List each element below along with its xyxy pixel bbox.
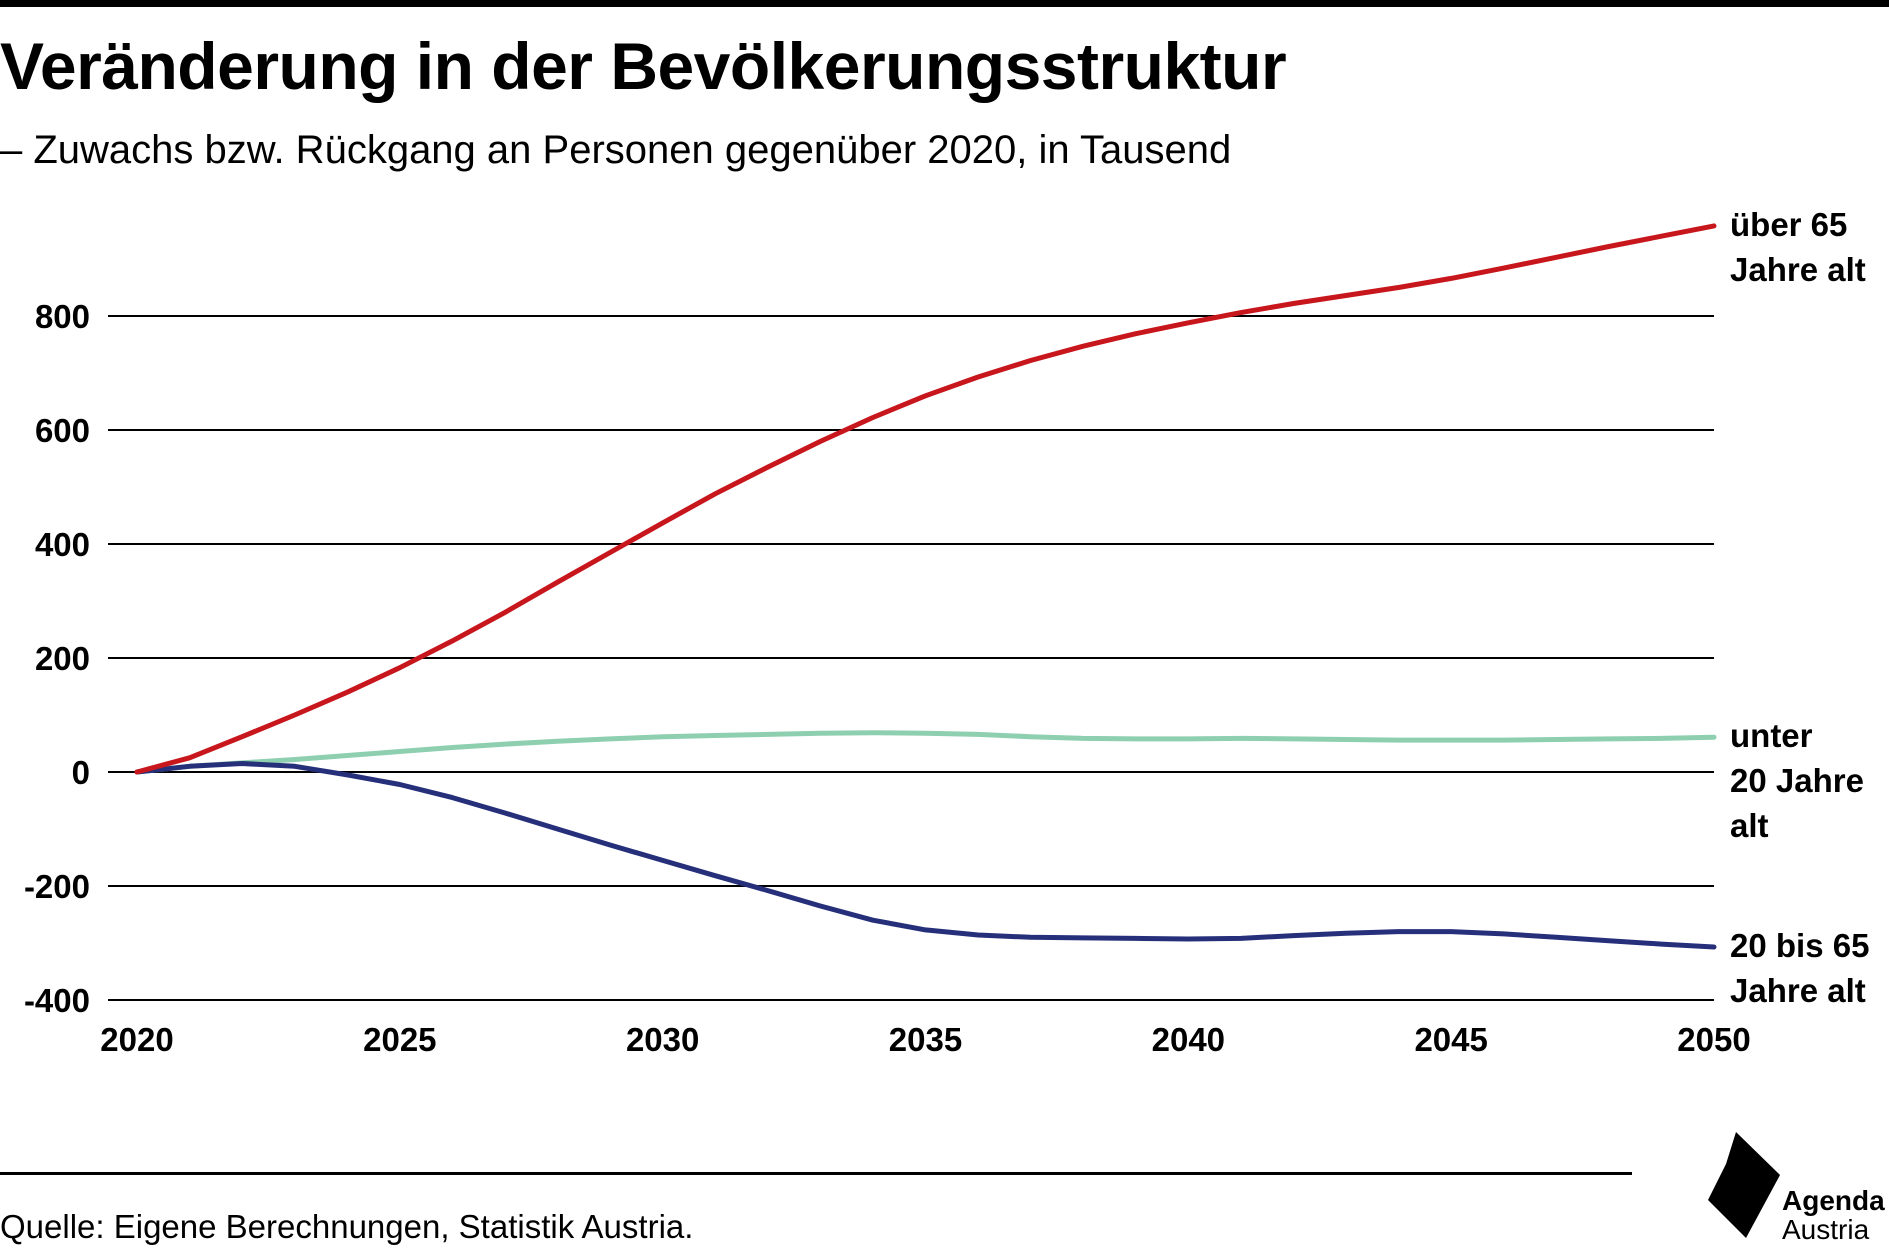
series-label-line: Jahre alt [1730,251,1866,288]
logo-text-austria: Austria [1782,1214,1870,1245]
series-label: über 65 Jahre alt [1730,206,1866,288]
y-tick-label: 600 [35,412,90,449]
series-label-line: 20 Jahre [1730,762,1864,799]
source-note: Quelle: Eigene Berechnungen, Statistik A… [0,1208,694,1245]
chart-title: Veränderung in der Bevölkerungsstruktur [0,29,1287,103]
logo-text-agenda: Agenda [1782,1185,1885,1216]
y-tick-label: -200 [24,868,90,905]
x-tick-label: 2045 [1414,1021,1487,1058]
x-tick-label: 2030 [626,1021,699,1058]
x-tick-label: 2035 [889,1021,962,1058]
series-line-2 [134,761,1717,950]
series-label-line: über 65 [1730,206,1847,243]
x-tick-label: 2020 [100,1021,173,1058]
gridlines [108,315,1714,1001]
series-label-line: Jahre alt [1730,972,1866,1009]
y-tick-label: 0 [72,754,90,791]
series-label-line: 20 bis 65 [1730,927,1869,964]
agenda-austria-logo-icon [1708,1132,1780,1238]
series-lines [134,223,1717,950]
series-line-0 [134,223,1717,775]
x-tick-label: 2050 [1677,1021,1750,1058]
bottom-rule [0,1172,1632,1175]
chart-subtitle: – Zuwachs bzw. Rückgang an Personen gege… [0,128,1232,172]
y-tick-label: 800 [35,298,90,335]
series-label: unter 20 Jahre alt [1730,717,1864,844]
y-tick-label: 400 [35,526,90,563]
series-line-1 [134,730,1717,775]
x-tick-label: 2040 [1152,1021,1225,1058]
top-rule [0,0,1889,7]
series-label-line: alt [1730,807,1769,844]
y-axis-ticks: -400 -200 0 200 400 600 800 [24,298,90,1019]
x-tick-label: 2025 [363,1021,436,1058]
series-labels: über 65 Jahre alt unter 20 Jahre alt 20 bis 6… [1730,206,1869,1009]
y-tick-label: -400 [24,982,90,1019]
y-tick-label: 200 [35,640,90,677]
x-axis-ticks: 2020 2025 2030 2035 2040 2045 2050 [100,1021,1750,1058]
series-label: 20 bis 65 Jahre alt [1730,927,1869,1009]
series-label-line: unter [1730,717,1813,754]
